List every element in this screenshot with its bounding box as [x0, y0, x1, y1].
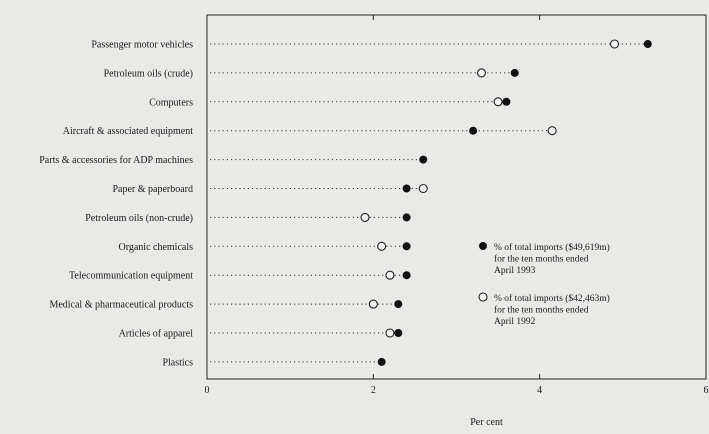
category-label: Articles of apparel [119, 329, 194, 340]
filled-marker-1993 [402, 213, 411, 222]
filled-marker-1993 [502, 97, 511, 106]
filled-marker-1993 [510, 68, 519, 77]
plot-frame-group [206, 14, 707, 380]
open-marker-1992 [360, 212, 370, 222]
legend-text-line: for the ten months ended [494, 254, 589, 265]
category-row: Computers [149, 97, 511, 108]
x-tick-label: 0 [205, 385, 210, 396]
legend-text-line: % of total imports ($49,619m) [494, 242, 610, 253]
legend-text-line: April 1993 [494, 266, 536, 276]
filled-marker-1993 [469, 126, 478, 135]
open-marker-1992 [493, 97, 503, 107]
category-label: Computers [149, 97, 193, 108]
open-marker-1992 [547, 126, 557, 136]
open-marker-1992 [385, 328, 395, 338]
category-row: Petroleum oils (non-crude) [85, 212, 411, 224]
open-marker-1992 [368, 299, 378, 309]
category-label: Passenger motor vehicles [91, 40, 193, 51]
filled-marker-1993 [402, 242, 411, 251]
legend-text-line: for the ten months ended [494, 305, 589, 316]
legend-text-line: April 1992 [494, 317, 536, 327]
legend-filled-marker [479, 242, 487, 250]
filled-marker-1993 [402, 184, 411, 193]
filled-marker-1993 [419, 155, 428, 164]
x-tick-label: 6 [704, 385, 709, 396]
category-label: Parts & accessories for ADP machines [39, 155, 193, 166]
category-row: Paper & paperboard [112, 183, 428, 195]
open-marker-1992 [476, 68, 487, 78]
filled-marker-1993 [394, 329, 403, 337]
category-row: Telecommunication equipment [69, 270, 411, 282]
legend-text-line: % of total imports ($42,463m) [494, 293, 610, 304]
x-axis-label: Per cent [470, 417, 503, 428]
category-rows: Passenger motor vehicles Petroleum oils (… [39, 39, 652, 368]
category-label: Telecommunication equipment [69, 271, 193, 282]
category-row: Organic chemicals [118, 241, 411, 253]
legend-entry-1993: % of total imports ($49,619m)for the ten… [479, 242, 610, 276]
category-row: Parts & accessories for ADP machines [39, 155, 428, 166]
open-marker-1992 [377, 241, 387, 251]
open-marker-1992 [385, 270, 395, 280]
x-tick-label: 4 [537, 385, 542, 396]
category-row: Passenger motor vehicles [91, 39, 652, 51]
open-marker-1992 [418, 183, 428, 194]
category-label: Petroleum oils (crude) [104, 68, 193, 79]
x-axis-ticks: 0 2 4 6 [205, 15, 709, 396]
legend-open-marker [478, 292, 488, 302]
category-label: Medical & pharmaceutical products [49, 300, 193, 311]
category-row: Plastics [162, 357, 386, 368]
filled-marker-1993 [377, 357, 386, 366]
open-marker-1992 [609, 39, 620, 49]
filled-marker-1993 [394, 300, 403, 309]
filled-marker-1993 [643, 40, 652, 48]
category-row: Articles of apparel [119, 328, 403, 340]
category-row: Aircraft & associated equipment [63, 126, 557, 137]
category-row: Petroleum oils (crude) [104, 68, 519, 79]
category-label: Aircraft & associated equipment [63, 126, 193, 137]
plot-frame [206, 14, 707, 380]
category-label: Plastics [162, 357, 193, 368]
category-label: Petroleum oils (non-crude) [85, 213, 193, 224]
filled-marker-1993 [402, 271, 411, 280]
legend: % of total imports ($49,619m)for the ten… [478, 242, 610, 327]
legend-entry-1992: % of total imports ($42,463m)for the ten… [478, 292, 610, 327]
x-tick-label: 2 [371, 385, 376, 396]
category-row: Medical & pharmaceutical products [49, 299, 403, 311]
category-label: Organic chemicals [118, 242, 193, 253]
category-label: Paper & paperboard [112, 184, 193, 195]
